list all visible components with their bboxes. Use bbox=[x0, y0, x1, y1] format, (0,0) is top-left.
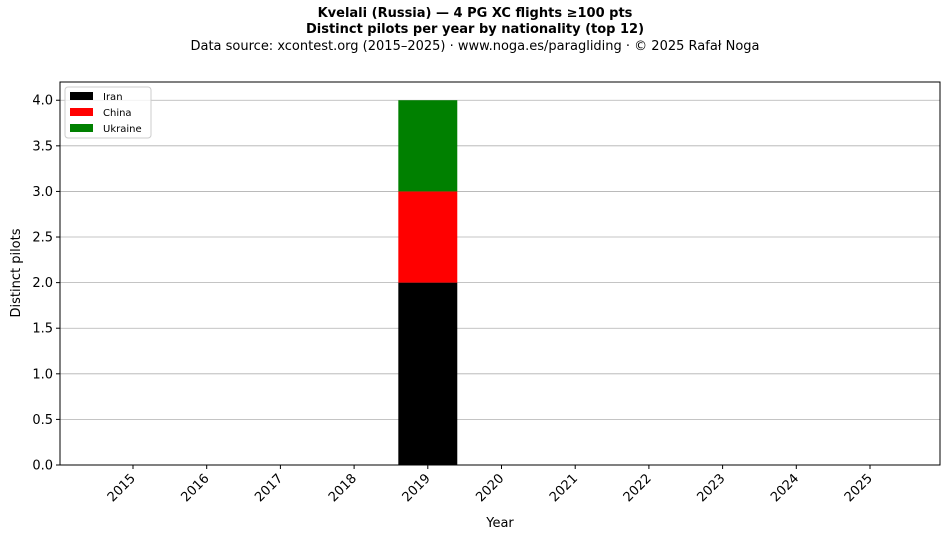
chart-subtitle: Distinct pilots per year by nationality … bbox=[305, 22, 645, 37]
y-tick-label: 1.5 bbox=[32, 322, 53, 337]
x-tick-label: 2018 bbox=[326, 471, 360, 505]
x-tick-label: 2020 bbox=[473, 471, 507, 505]
legend-swatch-ukraine bbox=[70, 124, 93, 132]
x-tick-label: 2015 bbox=[105, 471, 139, 505]
x-tick-label: 2022 bbox=[621, 471, 655, 505]
x-tick-label: 2024 bbox=[768, 471, 802, 505]
bars bbox=[398, 100, 458, 465]
x-axis-label: Year bbox=[485, 516, 514, 531]
legend: Iran China Ukraine bbox=[64, 86, 152, 139]
legend-label-ukraine: Ukraine bbox=[103, 124, 142, 135]
y-tick-label: 1.0 bbox=[32, 367, 53, 382]
grid-lines bbox=[60, 99, 940, 466]
y-tick-label: 2.5 bbox=[32, 231, 53, 246]
x-tick-label: 2023 bbox=[694, 471, 728, 505]
chart-titles: Kvelali (Russia) — 4 PG XC flights ≥100 … bbox=[0, 6, 950, 55]
bar-china-2019 bbox=[398, 191, 458, 283]
legend-label-china: China bbox=[103, 108, 132, 119]
x-tick-label: 2017 bbox=[252, 471, 286, 505]
y-tick-label: 0.5 bbox=[32, 413, 53, 428]
x-tick-label: 2016 bbox=[179, 471, 213, 505]
y-ticks: 0.0 0.5 1.0 1.5 2.0 2.5 3.0 3.5 4.0 bbox=[32, 94, 60, 474]
chart-source: Data source: xcontest.org (2015–2025) · … bbox=[190, 39, 760, 54]
y-tick-label: 2.0 bbox=[32, 276, 53, 291]
bar-iran-2019 bbox=[398, 282, 458, 465]
x-tick-label: 2019 bbox=[400, 471, 434, 505]
legend-swatch-iran bbox=[70, 92, 93, 100]
x-tick-label: 2021 bbox=[547, 471, 581, 505]
bar-ukraine-2019 bbox=[398, 100, 458, 192]
x-tick-label: 2025 bbox=[842, 471, 876, 505]
y-tick-label: 3.0 bbox=[32, 185, 53, 200]
chart-title: Kvelali (Russia) — 4 PG XC flights ≥100 … bbox=[317, 6, 633, 21]
plot-frame bbox=[59, 81, 941, 466]
y-tick-label: 3.5 bbox=[32, 139, 53, 154]
y-axis-label: Distinct pilots bbox=[9, 228, 24, 317]
legend-swatch-china bbox=[70, 108, 93, 116]
y-tick-label: 4.0 bbox=[32, 94, 53, 109]
legend-label-iran: Iran bbox=[103, 92, 123, 103]
x-ticks: 2015 2016 2017 2018 2019 2020 2021 2022 2023 2024… bbox=[105, 465, 876, 505]
y-tick-label: 0.0 bbox=[32, 459, 53, 474]
